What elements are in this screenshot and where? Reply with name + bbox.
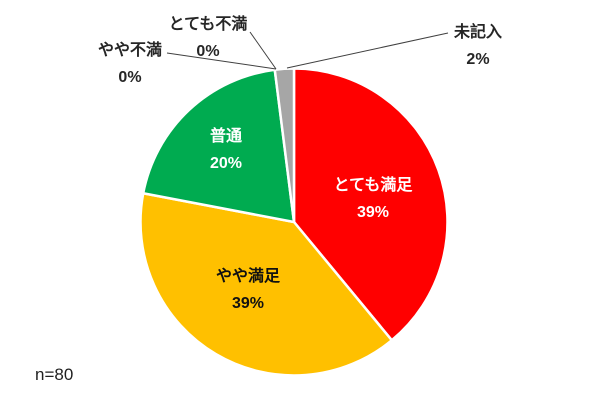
data-label-category: やや不満 [97, 42, 163, 59]
pie-slice-2 [141, 68, 296, 224]
pie-slice-0 [292, 67, 449, 342]
leader-lines [166, 31, 449, 70]
data-label-category: やや満足 [215, 268, 281, 285]
leader-line-yaya-fuman [166, 52, 277, 70]
leader-line-mikinyu [286, 32, 449, 69]
data-label-category: とても不満 [168, 16, 248, 33]
data-label-category: 普通 [209, 128, 242, 145]
data-label-percent: 39% [231, 295, 265, 312]
data-label-yaya-manzoku: やや満足 39% [216, 263, 280, 317]
pie-slice-1 [139, 191, 394, 377]
sample-size-label: n=80 [35, 365, 74, 384]
data-label-percent: 2% [466, 51, 490, 68]
data-label-category: とても満足 [333, 177, 413, 194]
data-label-percent: 20% [209, 155, 243, 172]
data-label-percent: 39% [356, 204, 390, 221]
data-label-percent: 0% [118, 69, 142, 86]
data-label-percent: 0% [196, 43, 220, 60]
leader-line-totemo-fuman [249, 31, 277, 70]
data-label-category: 未記入 [453, 24, 503, 41]
pie-slice-5 [273, 67, 296, 224]
data-label-totemo-fuman: とても不満 0% [169, 11, 248, 65]
data-label-totemo-manzoku: とても満足 39% [334, 172, 413, 226]
data-label-futsuu: 普通 20% [210, 123, 242, 177]
pie-slices [139, 67, 449, 377]
data-label-mikinyu: 未記入 2% [454, 19, 502, 73]
data-label-yaya-fuman: やや不満 0% [98, 37, 162, 91]
